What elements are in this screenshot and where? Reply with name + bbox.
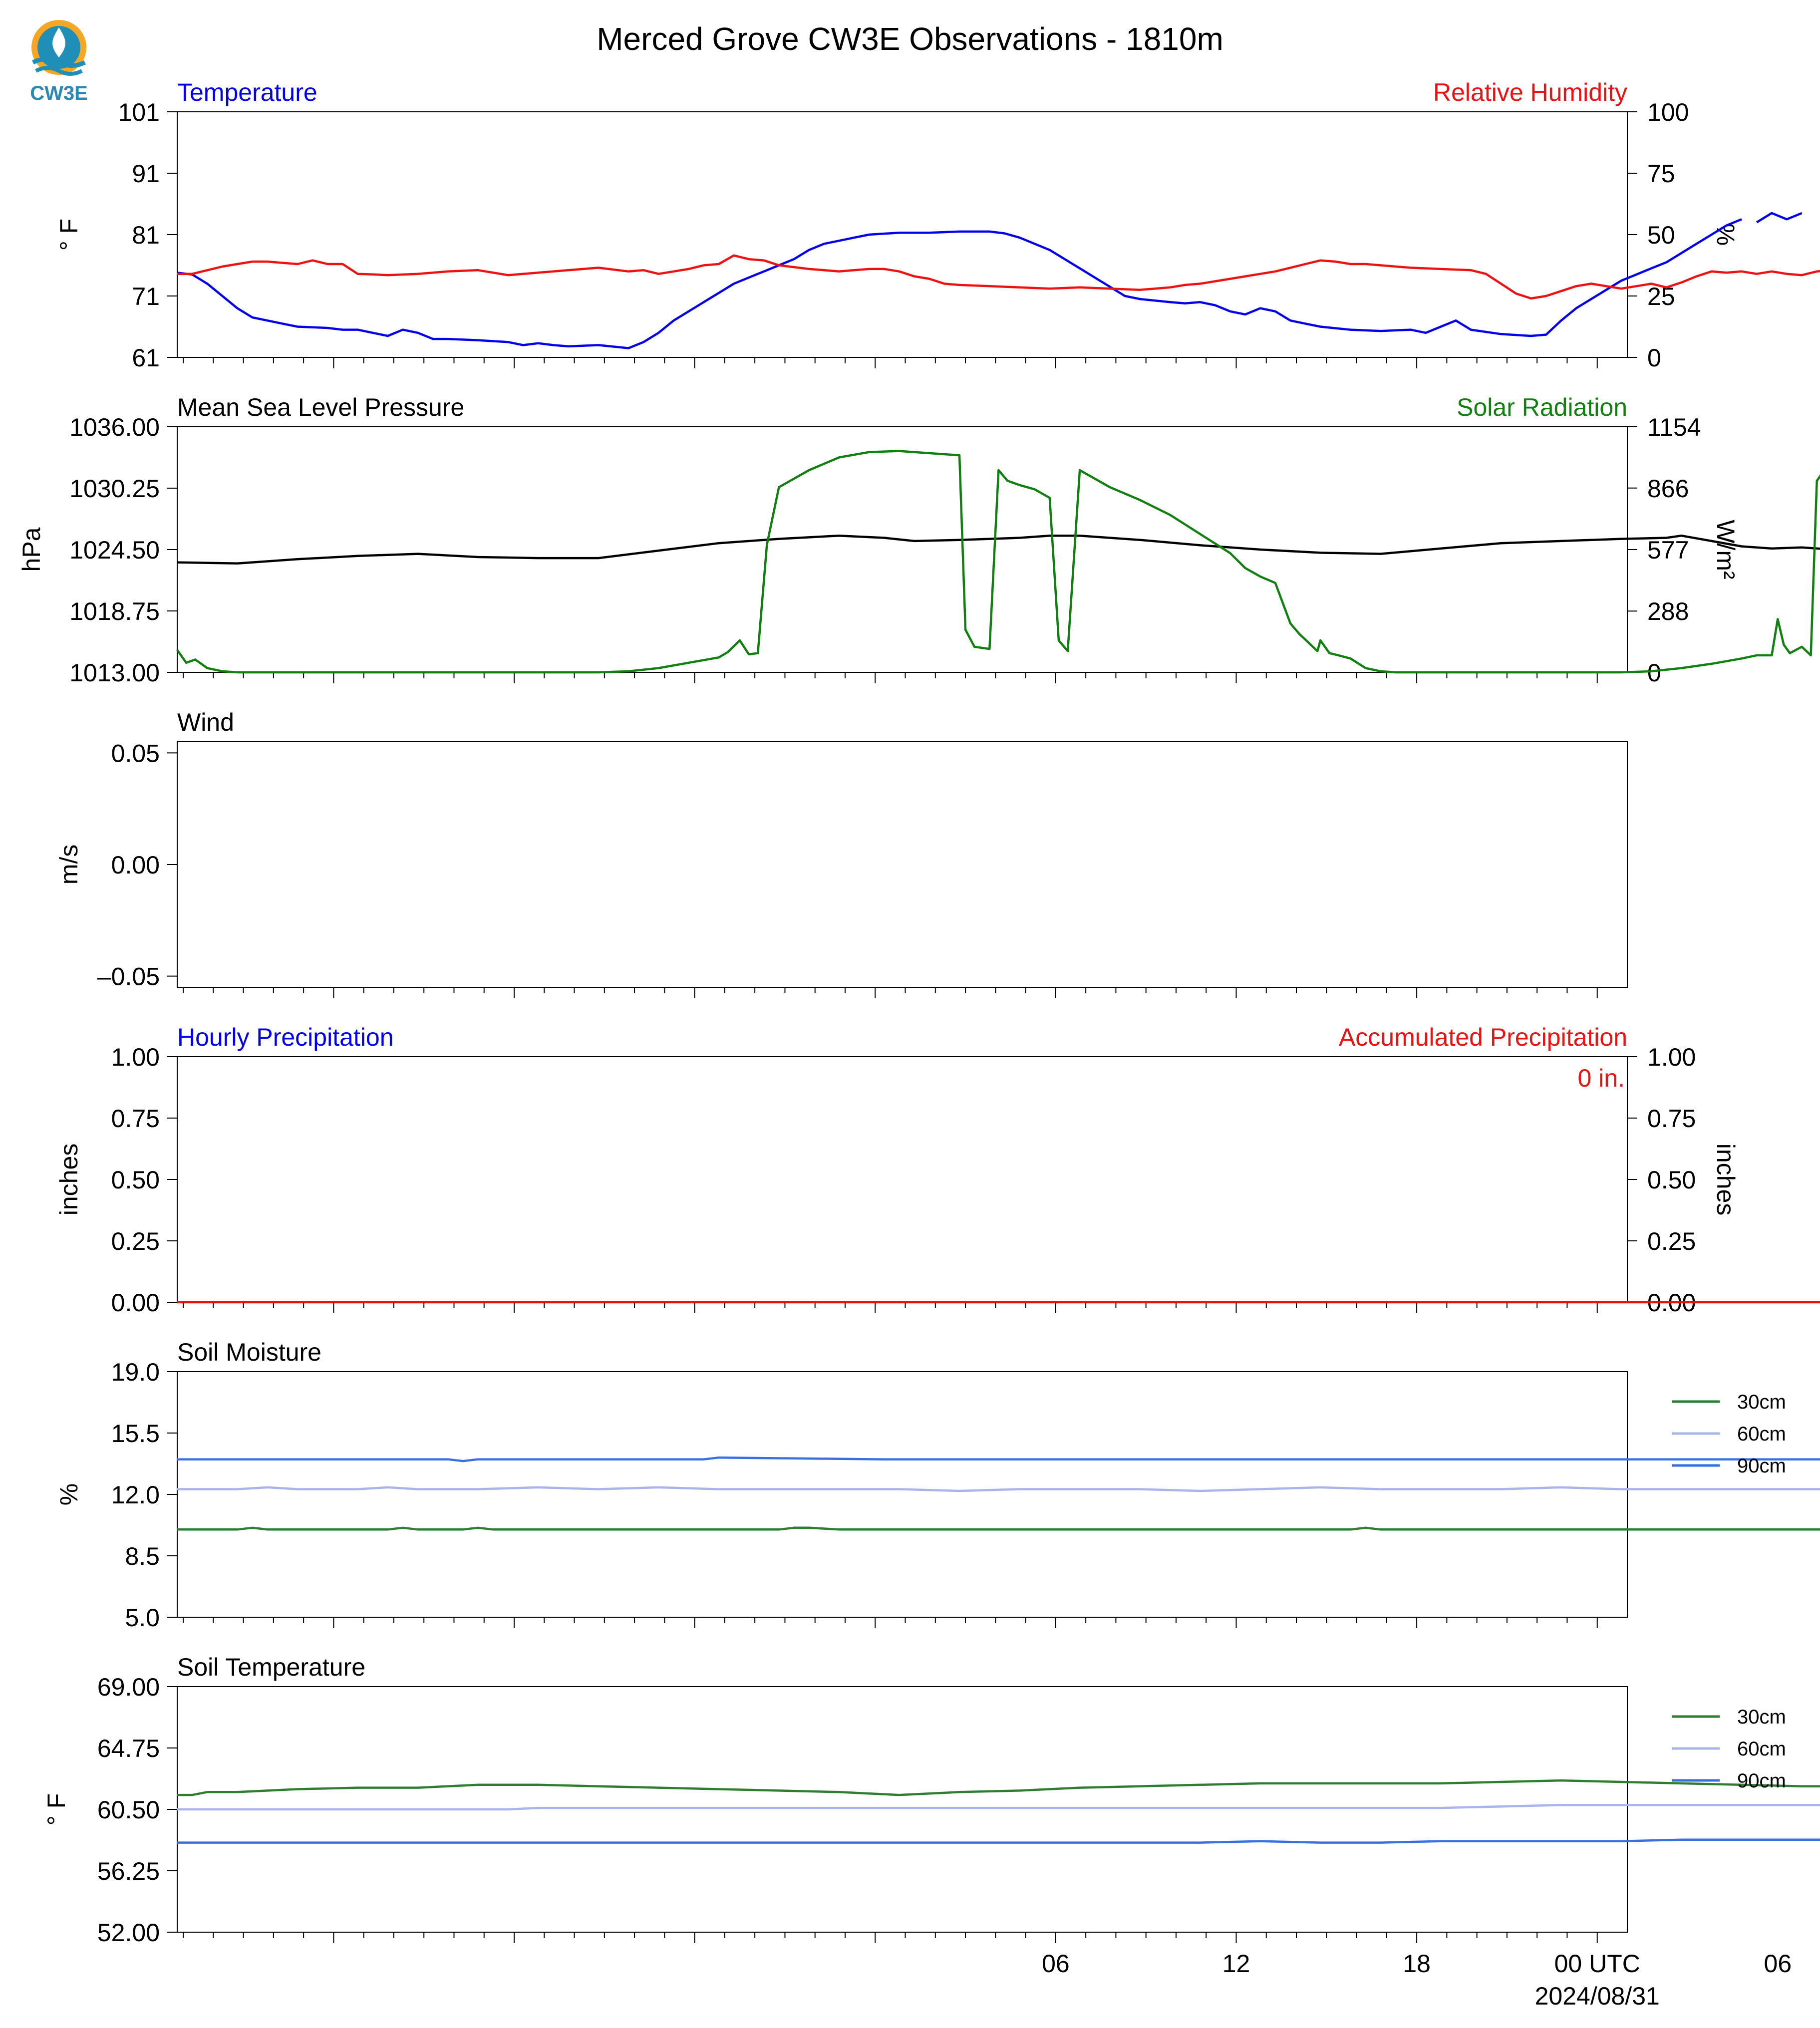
x-tick-label: 06: [1764, 1950, 1792, 1978]
y-tick-label-right: 577: [1647, 536, 1689, 564]
y-axis-label: m/s: [55, 845, 83, 885]
y-tick-label: 1024.50: [69, 536, 160, 564]
y-tick-label-right: 100: [1647, 98, 1689, 126]
panel-title-right: Solar Radiation: [1457, 393, 1627, 421]
y-tick-label: 0.05: [111, 739, 160, 767]
panel-title-right: Relative Humidity: [1433, 78, 1627, 106]
y-tick-label-right: 1154: [1647, 413, 1701, 441]
panel-title-right: Accumulated Precipitation: [1339, 1023, 1627, 1051]
y-tick-label-right: 0: [1647, 344, 1661, 372]
x-date-label: 2024/08/31: [1535, 1982, 1660, 2010]
y-tick-label: 61: [132, 344, 160, 372]
y-tick-label: 1036.00: [69, 413, 160, 441]
series-line-30cm: [177, 1779, 1820, 1796]
y-tick-label: 19.0: [111, 1358, 160, 1386]
y-tick-label: 60.50: [97, 1796, 160, 1824]
legend-label: 60cm: [1737, 1423, 1786, 1445]
y-tick-label: 1018.75: [69, 597, 160, 625]
panel-title-left: Hourly Precipitation: [177, 1023, 394, 1051]
legend-label: 30cm: [1737, 1706, 1786, 1728]
y-axis-label-right: inches: [1712, 1144, 1740, 1216]
y-tick-label-right: 1.00: [1647, 1043, 1696, 1071]
y-tick-label: 8.5: [125, 1542, 160, 1570]
panel-1: Temperature Relative Humidity 61 71 81 91 101 0…: [55, 78, 1820, 372]
series-line-90cm: [177, 1838, 1820, 1844]
figure-title: Merced Grove CW3E Observations - 1810m: [597, 21, 1223, 57]
y-tick-label: 0.00: [111, 851, 160, 879]
panel-4: Hourly Precipitation Accumulated Precipit…: [55, 1023, 1820, 1317]
panel-title-left: Soil Temperature: [177, 1653, 365, 1681]
y-axis-label-right: W/m²: [1712, 520, 1740, 579]
y-axis-label: ° F: [55, 219, 83, 251]
panel-5: Soil Moisture 5.0 8.5 12.0 15.5 19.0% 30cm 60cm…: [55, 1338, 1820, 1632]
y-tick-label: 0.00: [111, 1289, 160, 1317]
legend-label: 90cm: [1737, 1455, 1786, 1477]
y-axis-label: %: [55, 1483, 83, 1505]
y-tick-label: 101: [118, 98, 160, 126]
panel-3: Wind –0.05 0.00 0.05 m/s: [55, 708, 1628, 998]
series-line-temperature: [177, 218, 1742, 349]
y-tick-label: 12.0: [111, 1481, 160, 1509]
y-axis-label: inches: [55, 1144, 83, 1216]
y-tick-label-right: 288: [1647, 597, 1689, 625]
x-tick-label: 12: [1222, 1950, 1250, 1978]
series-line-60cm: [177, 1804, 1820, 1811]
y-tick-label-right: 75: [1647, 160, 1675, 188]
series-line-temperature: [1756, 212, 1803, 224]
y-tick-label: 69.00: [97, 1673, 160, 1701]
y-tick-label: 91: [132, 160, 160, 188]
series-line-relative-humidity: [177, 254, 1820, 300]
panel-6: Soil Temperature 52.00 56.25 60.50 64.75 69.0…: [42, 1653, 1820, 1947]
x-tick-label: 18: [1403, 1950, 1431, 1978]
series-line-60cm: [177, 1486, 1820, 1492]
legend-label: 60cm: [1737, 1738, 1786, 1760]
y-tick-label: 56.25: [97, 1857, 160, 1885]
y-tick-label: 0.50: [111, 1166, 160, 1194]
y-tick-label-right: 0: [1647, 659, 1661, 687]
panel-title-left: Temperature: [177, 78, 317, 106]
y-tick-label: 5.0: [125, 1604, 160, 1632]
y-tick-label: 0.25: [111, 1227, 160, 1255]
y-axis-label: hPa: [17, 527, 45, 572]
y-tick-label: 1030.25: [69, 475, 160, 503]
x-tick-label: 00 UTC: [1554, 1950, 1640, 1978]
series-line-mean-sea-level-pressure: [177, 534, 1820, 565]
panel-title-left: Wind: [177, 708, 234, 736]
y-tick-label: 1.00: [111, 1043, 160, 1071]
y-tick-label: 71: [132, 283, 160, 310]
y-axis-label: ° F: [42, 1793, 70, 1825]
series-line-30cm: [177, 1526, 1820, 1531]
panel-2: Mean Sea Level Pressure Solar Radiation 10…: [17, 393, 1820, 687]
accumulated-total-label: 0 in.: [1577, 1064, 1625, 1092]
legend-label: 90cm: [1737, 1770, 1786, 1792]
y-tick-label: 1013.00: [69, 659, 160, 687]
y-tick-label: 64.75: [97, 1735, 160, 1762]
cw3e-logo: CW3E: [30, 20, 88, 104]
y-tick-label-right: 50: [1647, 221, 1675, 249]
y-tick-label: 0.75: [111, 1105, 160, 1133]
y-tick-label: 52.00: [97, 1919, 160, 1947]
panel-title-left: Soil Moisture: [177, 1338, 321, 1366]
series-line-solar-radiation: [176, 450, 1820, 674]
panel-title-left: Mean Sea Level Pressure: [177, 393, 464, 421]
logo-text: CW3E: [30, 82, 88, 104]
y-tick-label: 15.5: [111, 1420, 160, 1448]
y-tick-label-right: 0.25: [1647, 1227, 1696, 1255]
y-tick-label-right: 866: [1647, 475, 1689, 503]
x-tick-label: 06: [1042, 1950, 1070, 1978]
y-tick-label: 81: [132, 221, 160, 249]
legend-label: 30cm: [1737, 1391, 1786, 1413]
y-tick-label-right: 0.75: [1647, 1105, 1696, 1133]
y-tick-label-right: 0.50: [1647, 1166, 1696, 1194]
y-tick-label: –0.05: [97, 963, 160, 991]
series-line-90cm: [177, 1456, 1820, 1462]
